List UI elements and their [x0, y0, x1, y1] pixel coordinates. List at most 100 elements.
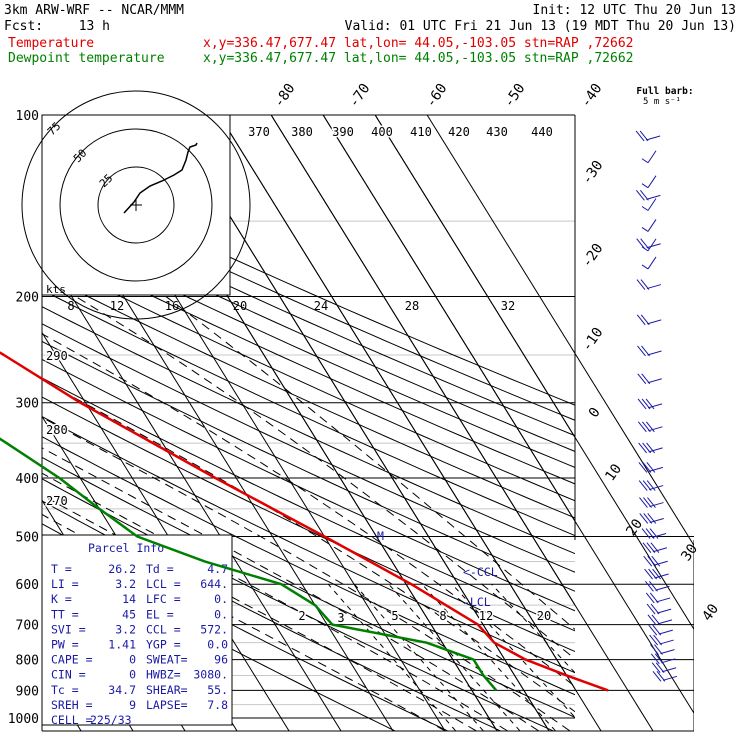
pressure-tick-label: 600 — [16, 578, 39, 593]
hodograph-ring-25 — [97, 166, 175, 244]
wind-barb-staff — [659, 639, 674, 645]
wind-barb — [637, 398, 663, 410]
moist-adiabat — [42, 447, 539, 731]
wind-barb-flag — [656, 671, 666, 682]
wind-barb-flag — [638, 462, 648, 473]
dry-adiabat — [42, 456, 575, 718]
wind-barb-staff — [647, 319, 662, 325]
wind-barb-flag — [641, 345, 650, 357]
hodograph-ring-50 — [59, 128, 213, 282]
wind-barb-flag — [646, 603, 656, 615]
parcel-row-value: 9 — [129, 698, 136, 712]
parcel-row-label-2: EL = — [146, 607, 174, 621]
wind-barb-flag — [641, 158, 649, 164]
wind-barb-flag — [647, 614, 657, 626]
wind-barb-flag — [638, 480, 648, 491]
dry-adiabat — [42, 340, 575, 592]
dry-adiabat — [42, 358, 575, 612]
wind-barb-flag — [653, 634, 663, 646]
wind-barb-flag — [639, 497, 648, 508]
wind-barb-staff — [662, 675, 678, 681]
wind-barb-flag — [650, 644, 659, 655]
wind-barb-staff — [645, 135, 661, 141]
wind-barb-staff — [655, 585, 670, 591]
theta-label: 420 — [448, 125, 470, 139]
dry-adiabat — [42, 396, 575, 653]
wind-barb-flag — [652, 568, 661, 580]
parcel-row-label: SVI = — [51, 622, 86, 636]
dry-adiabat — [42, 306, 575, 555]
parcel-row-value-2: 572. — [200, 622, 228, 636]
pressure-tick-label: 300 — [16, 397, 39, 412]
dry-adiabat — [42, 416, 575, 674]
legend-temperature-name: Temperature — [8, 36, 94, 51]
wind-barb-staff — [660, 649, 675, 655]
parcel-row-label-2: Td = — [146, 562, 174, 576]
wind-barb-flag — [652, 624, 662, 636]
hodograph: 75 50 25 — [21, 90, 251, 320]
theta-label: 390 — [332, 125, 354, 139]
parcel-row-label: PW = — [51, 638, 79, 652]
theta-label: 380 — [291, 125, 313, 139]
parcel-row-label: CAPE = — [51, 653, 93, 667]
moist-adiabat — [75, 296, 575, 660]
parcel-row-value: 3.2 — [115, 622, 136, 636]
wind-barb-staff — [653, 560, 668, 566]
wind-barb — [641, 528, 667, 539]
parcel-info-box — [41, 534, 233, 726]
wind-barb-flag — [646, 480, 656, 491]
mixing-ratio-label: 20 — [537, 609, 551, 623]
wind-barb-flag — [650, 653, 660, 665]
moist-adiabat — [42, 472, 508, 731]
mixing-ratio-line — [421, 583, 556, 731]
hodograph-speed-label: 28 — [405, 299, 419, 313]
parcel-row-label: T = — [51, 562, 72, 576]
wind-barb — [643, 555, 668, 567]
wind-barb-flag — [650, 542, 660, 554]
hodograph-speed-label: 24 — [314, 299, 328, 313]
parcel-row-value: 1.41 — [108, 638, 136, 652]
wind-barb-staff — [646, 284, 662, 290]
parcel-row-label: Tc = — [51, 683, 79, 697]
legend-temperature-info: x,y=336.47,677.47 lat,lon= 44.05,-103.05… — [203, 36, 633, 51]
wind-barb — [638, 442, 663, 454]
mixing-ratio-line — [353, 583, 484, 731]
wind-barb-staff — [647, 238, 657, 252]
dewpoint-profile — [0, 437, 498, 692]
wind-barb — [652, 671, 678, 682]
wind-barb-flag — [640, 314, 650, 326]
hodograph-speed-label: 16 — [165, 299, 179, 313]
isotherm-label: 20 — [623, 516, 646, 539]
wind-barb — [647, 614, 673, 626]
isotherm-line-right — [426, 115, 694, 547]
parcel-row-label-2: LFC = — [146, 592, 181, 606]
wind-barb-staff — [647, 198, 657, 211]
parcel-row-label: LI = — [51, 577, 79, 591]
wind-barb — [651, 662, 677, 674]
parcel-row-label-2: SHEAR= — [146, 683, 188, 697]
wind-barb-flag — [636, 279, 646, 290]
wind-barb-flag — [640, 238, 650, 250]
wind-barb-flag — [639, 190, 649, 201]
dry-adiabat — [42, 436, 575, 696]
moist-adiabat — [42, 416, 570, 731]
wind-barb-flag — [637, 398, 647, 410]
wind-barb-flag — [641, 373, 651, 385]
hodograph-trace — [123, 142, 198, 214]
wind-barb-staff — [654, 573, 669, 579]
wind-barb-flag — [640, 279, 650, 290]
parcel-row-label-2: LAPSE= — [146, 698, 188, 712]
dry-adiabat — [42, 323, 575, 573]
wind-barb-flag — [654, 653, 664, 665]
wind-barb-flag — [645, 580, 654, 592]
wind-barb-flag — [641, 398, 651, 410]
wind-barb-flag — [635, 190, 645, 201]
wind-barb — [638, 462, 664, 473]
wind-barb — [641, 238, 657, 252]
init-time: Init: 12 UTC Thu 20 Jun 13 — [533, 3, 737, 18]
isotherm-label: -40 — [578, 81, 606, 111]
wind-barb-flag — [652, 671, 662, 682]
mixing-ratio-label: 2 — [298, 609, 305, 623]
wind-barb-flag — [645, 528, 655, 539]
wind-barb — [646, 603, 672, 615]
